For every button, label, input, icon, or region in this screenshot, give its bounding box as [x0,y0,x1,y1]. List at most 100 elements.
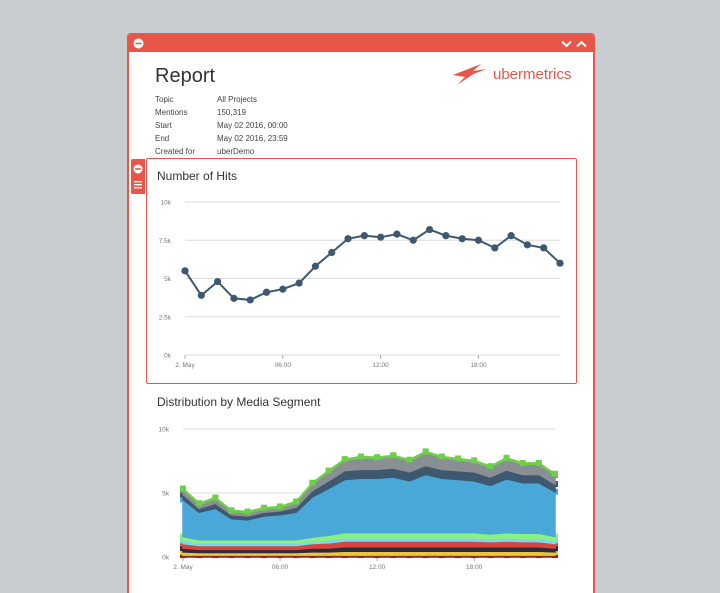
hamburger-menu-icon[interactable] [133,180,143,189]
data-point [507,232,515,240]
meta-row: Topic All Projects [155,93,288,106]
meta-row: Start May 02 2016, 00:00 [155,119,288,132]
data-point [311,262,320,270]
data-point [181,267,189,275]
minus-circle-icon [133,38,144,49]
area-marker [438,453,445,460]
meta-row: Created for uberDemo [155,145,288,158]
widget-side-tab [131,159,145,194]
data-point [409,236,417,244]
data-point [458,235,466,243]
expand-button[interactable] [559,36,574,51]
meta-value: uberDemo [217,147,255,156]
data-point [377,233,385,241]
data-point [425,225,434,234]
area-marker [519,459,526,466]
data-point [246,296,254,304]
x-tick-label: 12:00 [369,564,386,571]
x-tick-label: 2. May [173,564,193,571]
chevron-down-icon [561,40,572,47]
area-series [182,473,556,541]
meta-row: Mentions 150,319 [155,106,288,119]
meta-key: Start [155,121,172,130]
minus-circle-icon[interactable] [133,164,143,174]
chevron-up-icon [576,40,587,47]
area-marker [180,485,186,492]
distribution-chart: 0k 5k 10k 2. May 06:00 12:00 18:00 [159,427,558,571]
area-marker [293,498,300,505]
area-marker [196,500,203,507]
data-point [491,244,499,252]
area-marker [422,448,429,455]
data-point [442,232,450,240]
area-marker [390,452,397,459]
area-marker [535,459,542,466]
report-meta: Topic All Projects Mentions 150,319 Start M… [155,93,288,158]
area-marker [454,455,461,462]
meta-value: May 02 2016, 00:00 [217,121,288,130]
data-point [523,241,531,249]
window-titlebar [129,35,593,52]
area-marker [552,470,558,477]
x-tick-label: 06:00 [272,564,289,571]
area-marker [260,504,267,511]
y-tick-label: 2.5k [159,314,172,321]
meta-key: End [155,134,170,143]
hits-chart: 0k 2.5k 5k 7.5k 10k 2. May 06:00 12:00 18:00 [159,200,564,369]
data-point [556,259,564,267]
data-point [214,277,222,286]
data-point [230,294,238,302]
area-marker [374,454,381,461]
data-point [393,230,401,238]
area-marker [309,479,316,486]
hits-chart-title: Number of Hits [157,169,238,183]
data-point [540,244,548,252]
y-tick-label: 7.5k [159,238,172,245]
x-tick-label: 06:00 [275,362,292,369]
data-point [328,248,336,257]
x-tick-label: 18:00 [466,564,483,571]
y-tick-label: 5k [164,276,172,283]
y-tick-label: 5k [162,491,170,498]
meta-value: All Projects [217,95,258,104]
report-window: Report ubermetrics Topic All Projects Men… [127,33,595,593]
x-tick-label: 2. May [175,362,195,369]
data-point [360,232,368,240]
area-marker [357,453,364,460]
y-tick-label: 0k [162,555,170,562]
logo-text: ubermetrics [493,65,572,83]
x-tick-label: 18:00 [470,362,487,369]
area-marker [471,457,478,464]
data-point [295,279,303,287]
meta-row: End May 02 2016, 23:59 [155,132,288,145]
meta-key: Mentions [155,108,188,117]
area-marker [406,456,413,463]
data-point [344,235,352,243]
data-point [262,288,271,296]
area-marker [325,467,332,474]
area-marker [341,456,348,463]
meta-key: Topic [155,95,174,104]
area-marker [228,507,235,514]
window-collapse-button[interactable] [131,36,146,51]
meta-key: Created for [155,147,196,156]
hits-widget[interactable] [146,158,577,384]
area-marker [487,463,494,470]
area-marker [244,508,251,515]
data-point [197,291,205,299]
data-point [474,236,483,244]
distribution-chart-title: Distribution by Media Segment [157,395,321,409]
area-marker [212,494,219,501]
y-tick-label: 0k [164,353,172,360]
area-marker [503,454,510,461]
x-tick-label: 12:00 [373,362,390,369]
data-point [279,285,287,293]
report-title: Report [155,65,216,87]
collapse-button[interactable] [574,36,589,51]
y-tick-label: 10k [161,200,172,207]
y-tick-label: 10k [159,427,170,434]
meta-value: 150,319 [217,108,246,117]
meta-value: May 02 2016, 23:59 [217,134,288,143]
logo: ubermetrics [451,61,571,87]
ubermetrics-logo-icon [453,64,487,85]
